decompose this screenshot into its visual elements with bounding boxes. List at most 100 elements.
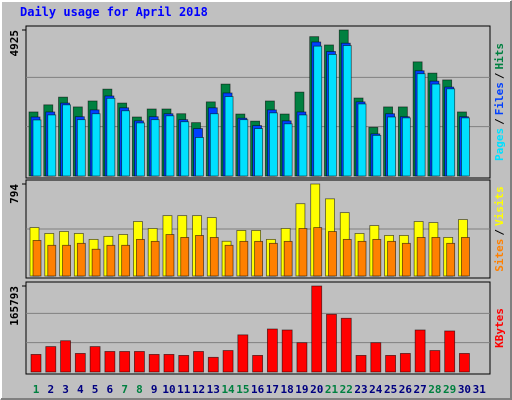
legend-separator: / (493, 229, 506, 236)
x-tick-label: 4 (77, 383, 84, 396)
x-tick-label: 3 (62, 383, 69, 396)
bar (91, 113, 101, 177)
chart-title: Daily usage for April 2018 (20, 5, 208, 19)
x-tick-label: 21 (325, 383, 339, 396)
x-tick-label: 15 (236, 383, 249, 396)
bar (385, 355, 396, 373)
bar (387, 116, 396, 177)
bar (268, 242, 278, 277)
bar (461, 237, 470, 277)
x-tick-label: 19 (295, 383, 308, 396)
bar (254, 240, 264, 277)
x-tick-label: 1 (33, 383, 40, 396)
x-tick-label: 16 (251, 383, 265, 396)
x-tick-label: 24 (369, 383, 383, 396)
bar (165, 115, 175, 177)
bar (207, 356, 219, 373)
bar (342, 238, 352, 277)
bar (254, 128, 264, 177)
x-tick-label: 26 (399, 383, 413, 396)
x-tick-label: 28 (428, 383, 441, 396)
y-tick-label: 4925 (8, 30, 21, 57)
bar (340, 317, 352, 373)
bar (32, 119, 42, 177)
x-tick-label: 14 (221, 383, 235, 396)
bar (62, 104, 71, 177)
bar (76, 242, 86, 277)
bar (121, 110, 131, 177)
legend-entry: Hits (493, 43, 506, 70)
bar (342, 45, 352, 177)
bar (296, 342, 308, 373)
bar (237, 334, 249, 373)
legend-entry: Visits (493, 186, 506, 226)
bar (62, 244, 71, 277)
bar (459, 353, 470, 373)
bar (446, 242, 456, 277)
bar (74, 353, 86, 373)
bar (387, 240, 396, 277)
bar (60, 340, 71, 373)
x-tick-label: 31 (473, 383, 487, 396)
bar (357, 103, 367, 177)
x-tick-label: 5 (92, 383, 99, 396)
legend-entry: Sites (493, 239, 506, 272)
bar (45, 346, 57, 373)
bar (180, 237, 190, 277)
legend: Pages / Files / Hits (493, 43, 506, 161)
bar (414, 329, 426, 373)
bar (195, 235, 204, 277)
bar (283, 123, 293, 177)
bar (328, 231, 337, 277)
x-tick-label: 9 (151, 383, 158, 396)
x-tick-label: 6 (107, 383, 114, 396)
bar (150, 240, 160, 277)
bar (311, 285, 323, 373)
legend: Sites / Visits (493, 186, 506, 272)
bar (281, 329, 293, 373)
legend-separator: / (493, 72, 506, 79)
bar (416, 73, 426, 177)
bar (372, 134, 382, 177)
x-tick-label: 22 (340, 383, 353, 396)
bar (372, 238, 382, 277)
x-tick-label: 25 (384, 383, 397, 396)
bar (266, 328, 278, 373)
bar (239, 119, 249, 177)
bar (431, 237, 441, 277)
bar (239, 240, 249, 277)
bar (429, 350, 441, 373)
bar (252, 355, 264, 373)
bar (370, 342, 382, 373)
bar (326, 313, 337, 373)
bar (91, 248, 101, 277)
x-tick-label: 18 (281, 383, 294, 396)
bar (121, 244, 131, 277)
bar (222, 350, 234, 373)
bar (283, 240, 293, 277)
bar (136, 122, 145, 177)
bar (401, 117, 411, 177)
legend-entry: Pages (493, 128, 506, 161)
bar (104, 351, 116, 373)
y-tick-label: 165793 (8, 286, 21, 326)
y-tick-label: 794 (8, 184, 21, 204)
legend: KBytes (493, 308, 506, 348)
x-tick-label: 23 (354, 383, 367, 396)
bar (150, 119, 160, 177)
bar (30, 354, 42, 373)
bar (209, 237, 219, 277)
x-tick-label: 13 (207, 383, 220, 396)
bar (180, 121, 190, 177)
bar (401, 242, 411, 277)
bar (268, 112, 278, 177)
bar (134, 351, 145, 373)
bar (32, 240, 42, 277)
x-tick-label: 20 (310, 383, 323, 396)
x-tick-label: 10 (162, 383, 175, 396)
bar (89, 346, 101, 373)
bar (224, 244, 234, 277)
x-tick-label: 12 (192, 383, 205, 396)
